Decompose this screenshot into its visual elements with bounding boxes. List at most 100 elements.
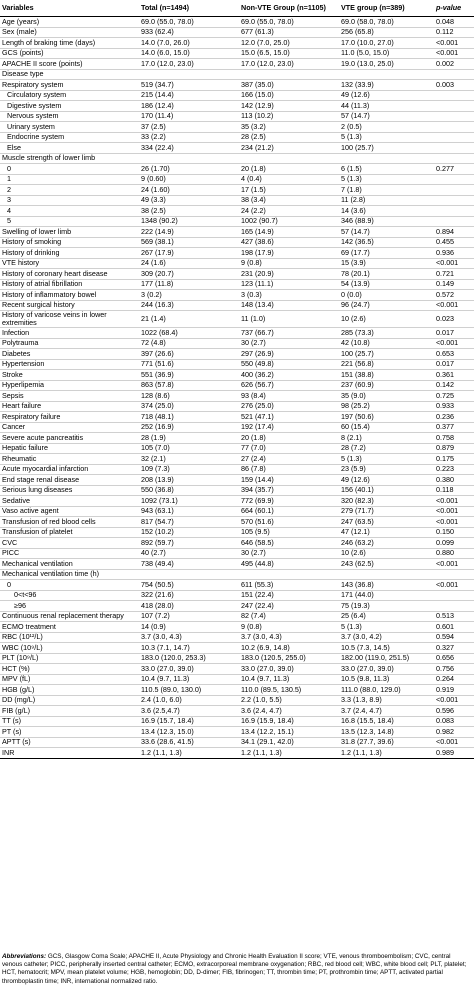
non-vte-cell: 2.2 (1.0, 5.5) (239, 695, 339, 706)
variable-cell: Swelling of lower limb (0, 226, 139, 238)
total-cell: 569 (38.1) (139, 237, 239, 248)
vte-cell: 221 (56.8) (339, 359, 434, 370)
table-row: 3 49 (3.3) 38 (3.4) 11 (2.8) (0, 195, 474, 206)
vte-cell: 3.3 (1.3, 8.9) (339, 695, 434, 706)
variable-cell: Stroke (0, 369, 139, 381)
table-row: ≥96 418 (28.0) 247 (22.4) 75 (19.3) (0, 600, 474, 612)
vte-cell: 5 (1.3) (339, 453, 434, 465)
variable-cell: Serious lung diseases (0, 485, 139, 496)
variable-cell: 0 (0, 579, 139, 591)
total-cell: 14.0 (6.0, 15.0) (139, 48, 239, 59)
vte-cell: 57 (14.7) (339, 111, 434, 122)
total-cell: 9 (0.60) (139, 174, 239, 185)
table-row: 4 38 (2.5) 24 (2.2) 14 (3.6) (0, 205, 474, 217)
variable-cell: Infection (0, 327, 139, 339)
total-cell: 244 (16.3) (139, 300, 239, 311)
table-row: History of atrial fibrillation 177 (11.8)… (0, 279, 474, 290)
non-vte-cell: 20 (1.8) (239, 163, 339, 175)
non-vte-cell: 247 (22.4) (239, 600, 339, 612)
total-cell: 397 (26.6) (139, 348, 239, 360)
vte-cell: 256 (65.8) (339, 27, 434, 38)
table-row: Infection 1022 (68.4) 737 (66.7) 285 (73.3)… (0, 327, 474, 339)
p-value-cell (434, 205, 474, 217)
non-vte-cell: 27 (2.4) (239, 453, 339, 465)
table-row: Disease type (0, 69, 474, 80)
table-body: Age (years) 69.0 (55.0, 78.0) 69.0 (55.0, … (0, 16, 474, 759)
vte-cell: 156 (40.1) (339, 485, 434, 496)
table-row: Rheumatic 32 (2.1) 27 (2.4) 5 (1.3) 0.175 (0, 453, 474, 465)
non-vte-cell (239, 569, 339, 580)
table-row: ECMO treatment 14 (0.9) 9 (0.8) 5 (1.3) 0.60… (0, 621, 474, 633)
table-row: Urinary system 37 (2.5) 35 (3.2) 2 (0.5) (0, 121, 474, 133)
total-cell: 37 (2.5) (139, 121, 239, 133)
total-cell: 10.4 (9.7, 11.3) (139, 674, 239, 685)
variable-cell: PT (s) (0, 726, 139, 738)
vte-cell (339, 69, 434, 80)
vte-cell: 132 (33.9) (339, 79, 434, 91)
total-cell: 863 (57.8) (139, 380, 239, 391)
non-vte-cell: 16.9 (15.9, 18.4) (239, 716, 339, 727)
p-value-cell: 0.277 (434, 163, 474, 175)
p-value-cell: 0.656 (434, 653, 474, 664)
variable-cell: History of smoking (0, 237, 139, 248)
non-vte-cell: 159 (14.4) (239, 474, 339, 486)
table-row: FIB (g/L) 3.6 (2.5,4.7) 3.6 (2.4, 4.7) 3.7 … (0, 705, 474, 717)
vte-cell: 69 (17.7) (339, 247, 434, 259)
non-vte-cell: 1002 (90.7) (239, 216, 339, 227)
vte-cell: 5 (1.3) (339, 174, 434, 185)
vte-cell: 19.0 (13.0, 25.0) (339, 58, 434, 70)
p-value-cell: 0.513 (434, 611, 474, 622)
total-cell: 322 (21.6) (139, 590, 239, 601)
p-value-cell (434, 132, 474, 143)
vte-cell: 111.0 (88.0, 129.0) (339, 684, 434, 696)
p-value-cell: 0.455 (434, 237, 474, 248)
variable-cell: Age (years) (0, 16, 139, 28)
non-vte-cell: 30 (2.7) (239, 548, 339, 559)
table-row: Mechanical ventilation 738 (49.4) 495 (44.… (0, 558, 474, 570)
table-row: Muscle strength of lower limb (0, 153, 474, 164)
p-value-cell: <0.001 (434, 300, 474, 311)
non-vte-cell: 82 (7.4) (239, 611, 339, 622)
table-footnote: Abbreviations: GCS, Glasgow Coma Scale; … (0, 953, 474, 986)
vte-cell: 10 (2.6) (339, 548, 434, 559)
p-value-cell (434, 569, 474, 580)
non-vte-cell: 495 (44.8) (239, 558, 339, 570)
variable-cell: Transfusion of platelet (0, 527, 139, 538)
p-value-cell: 0.879 (434, 443, 474, 454)
p-value-cell: <0.001 (434, 695, 474, 706)
variable-cell: Rheumatic (0, 453, 139, 465)
variable-cell: CVC (0, 537, 139, 549)
vte-cell: 171 (44.0) (339, 590, 434, 601)
table-row: History of inflammatory bowel 3 (0.2) 3 (0… (0, 289, 474, 301)
total-cell: 933 (62.4) (139, 27, 239, 38)
total-cell: 222 (14.9) (139, 226, 239, 238)
variable-cell: HCT (%) (0, 663, 139, 675)
non-vte-cell: 521 (47.1) (239, 411, 339, 423)
non-vte-cell: 737 (66.7) (239, 327, 339, 339)
total-cell: 892 (59.7) (139, 537, 239, 549)
p-value-cell: 0.982 (434, 726, 474, 738)
variable-cell: Disease type (0, 69, 139, 80)
p-value-cell: 0.175 (434, 453, 474, 465)
total-cell: 943 (63.1) (139, 506, 239, 517)
table-row: VTE history 24 (1.6) 9 (0.8) 15 (3.9) <0.001 (0, 258, 474, 269)
table-row: End stage renal disease 208 (13.9) 159 (14… (0, 474, 474, 486)
table-row: Respiratory failure 718 (48.1) 521 (47.1) 1… (0, 411, 474, 423)
vte-cell: 54 (13.9) (339, 279, 434, 290)
non-vte-cell: 77 (7.0) (239, 443, 339, 454)
total-cell: 418 (28.0) (139, 600, 239, 612)
table-row: DD (mg/L) 2.4 (1.0, 6.0) 2.2 (1.0, 5.5) 3.3… (0, 695, 474, 706)
non-vte-cell: 15.0 (6.5, 15.0) (239, 48, 339, 59)
total-cell: 110.5 (89.0, 130.0) (139, 684, 239, 696)
p-value-cell (434, 195, 474, 206)
variable-cell: APTT (s) (0, 737, 139, 748)
p-value-cell: 0.933 (434, 401, 474, 412)
non-vte-cell: 427 (38.6) (239, 237, 339, 248)
variable-cell: TT (s) (0, 716, 139, 727)
non-vte-cell: 677 (61.3) (239, 27, 339, 38)
vte-cell: 10.5 (7.3, 14.5) (339, 642, 434, 654)
non-vte-cell: 93 (8.4) (239, 390, 339, 402)
non-vte-cell: 110.0 (89.5, 130.5) (239, 684, 339, 696)
variable-cell: Vaso active agent (0, 506, 139, 517)
total-cell: 215 (14.4) (139, 90, 239, 101)
